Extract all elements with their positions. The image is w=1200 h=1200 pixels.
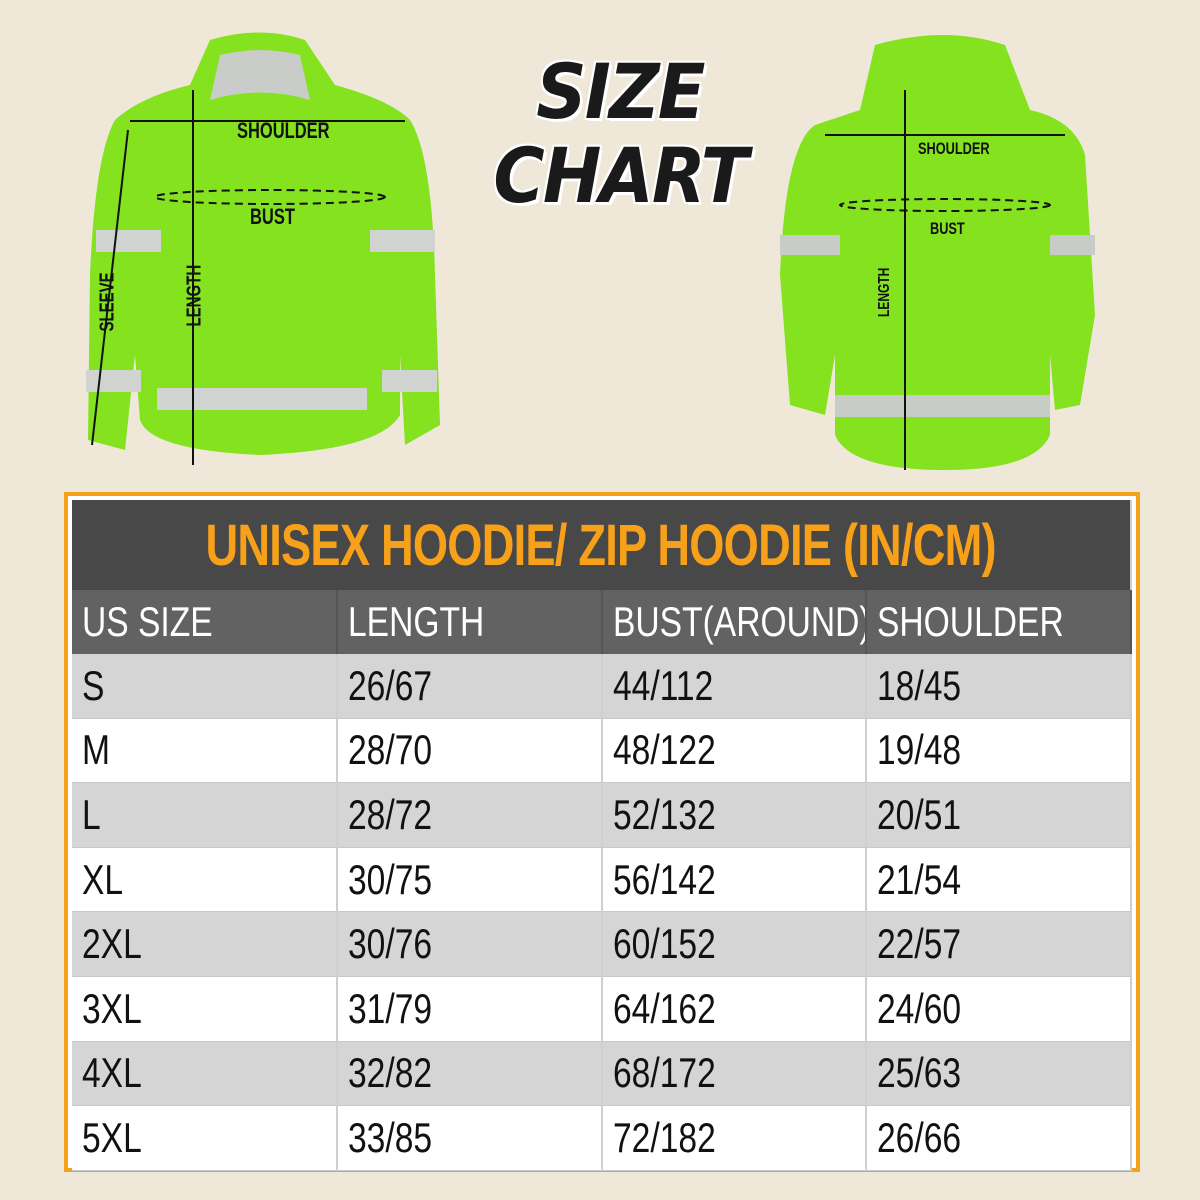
- table-cell-text: 64/162: [612, 984, 716, 1032]
- table-cell-text: XL: [82, 855, 124, 903]
- column-header-text: US SIZE: [82, 598, 213, 645]
- table-cell: 60/152: [601, 911, 868, 977]
- table-cell-text: 18/45: [877, 661, 962, 709]
- table-cell-text: 26/67: [347, 661, 432, 709]
- column-header-text: BUST(AROUND): [612, 598, 867, 645]
- front-bust-label: BUST: [250, 204, 295, 229]
- table-cell-text: 72/182: [612, 1113, 716, 1161]
- back-bust-label: BUST: [930, 219, 965, 238]
- table-cell: 26/66: [866, 1105, 1132, 1171]
- table-cell-text: 32/82: [347, 1049, 432, 1097]
- table-title-text: UNISEX HOODIE/ ZIP HOODIE (IN/CM): [205, 512, 997, 578]
- column-header-text: SHOULDER: [877, 598, 1064, 645]
- table-cell: 44/112: [601, 654, 868, 719]
- heading-line-2: CHART: [493, 131, 748, 220]
- column-header-text: LENGTH: [347, 598, 485, 645]
- table-cell-text: 31/79: [347, 984, 432, 1032]
- table-cell: 18/45: [866, 654, 1132, 719]
- table-cell-text: 68/172: [612, 1049, 716, 1097]
- table-cell-text: 24/60: [877, 984, 962, 1032]
- table-cell: 28/72: [336, 782, 603, 848]
- table-cell: 68/172: [601, 1041, 868, 1107]
- front-shoulder-label: SHOULDER: [237, 118, 330, 143]
- back-shoulder-label: SHOULDER: [918, 139, 990, 158]
- table-cell-text: 30/75: [347, 855, 432, 903]
- table-cell-text: 30/76: [347, 920, 432, 968]
- column-header: SHOULDER: [866, 590, 1132, 654]
- table-row: S 26/67 44/112 18/45: [72, 654, 1132, 719]
- table-cell: 22/57: [866, 911, 1132, 977]
- table-cell-text: L: [82, 790, 101, 838]
- table-cell: 3XL: [72, 976, 338, 1042]
- table-cell: 4XL: [72, 1041, 338, 1107]
- table-cell-text: 19/48: [877, 726, 962, 774]
- table-row: L 28/72 52/132 20/51: [72, 782, 1132, 848]
- table-cell-text: 3XL: [82, 984, 142, 1032]
- table-cell-text: 5XL: [82, 1113, 142, 1161]
- table-cell-text: 52/132: [612, 790, 716, 838]
- table-cell: 20/51: [866, 782, 1132, 848]
- size-table: UNISEX HOODIE/ ZIP HOODIE (IN/CM) US SIZ…: [72, 500, 1132, 1171]
- table-cell-text: 22/57: [877, 920, 962, 968]
- back-length-label: LENGTH: [876, 267, 893, 317]
- table-cell-text: 25/63: [877, 1049, 962, 1097]
- table-cell: 28/70: [336, 718, 603, 784]
- table-cell: L: [72, 782, 338, 848]
- table-cell: 33/85: [336, 1105, 603, 1171]
- front-length-label: LENGTH: [183, 264, 206, 327]
- table-cell: 52/132: [601, 782, 868, 848]
- table-cell-text: 33/85: [347, 1113, 432, 1161]
- column-header: BUST(AROUND): [601, 590, 868, 654]
- table-cell: 25/63: [866, 1041, 1132, 1107]
- table-cell-text: M: [82, 726, 110, 774]
- table-cell-text: 44/112: [612, 661, 713, 709]
- table-cell-text: 26/66: [877, 1113, 962, 1161]
- table-cell: 26/67: [336, 654, 603, 719]
- table-cell-text: 4XL: [82, 1049, 142, 1097]
- table-cell: 72/182: [601, 1105, 868, 1171]
- front-hoodie-image: [86, 32, 440, 465]
- column-header: LENGTH: [336, 590, 603, 654]
- table-cell: 30/76: [336, 911, 603, 977]
- table-cell: 32/82: [336, 1041, 603, 1107]
- size-table-container: UNISEX HOODIE/ ZIP HOODIE (IN/CM) US SIZ…: [64, 492, 1140, 1172]
- table-cell-text: 60/152: [612, 920, 716, 968]
- table-cell: 31/79: [336, 976, 603, 1042]
- back-hoodie-image: [780, 35, 1095, 470]
- table-row: XL 30/75 56/142 21/54: [72, 847, 1132, 913]
- column-header: US SIZE: [72, 590, 338, 654]
- table-cell-text: 48/122: [612, 726, 716, 774]
- table-row: M 28/70 48/122 19/48: [72, 718, 1132, 784]
- table-row: 4XL 32/82 68/172 25/63: [72, 1041, 1132, 1107]
- table-title: UNISEX HOODIE/ ZIP HOODIE (IN/CM): [72, 500, 1132, 590]
- table-cell-text: 2XL: [82, 920, 142, 968]
- table-cell: 64/162: [601, 976, 868, 1042]
- table-row: 5XL 33/85 72/182 26/66: [72, 1105, 1132, 1171]
- size-chart-heading: SIZE CHART: [482, 50, 758, 218]
- table-cell-text: 21/54: [877, 855, 962, 903]
- table-cell: S: [72, 654, 338, 719]
- table-cell: M: [72, 718, 338, 784]
- table-cell-text: 20/51: [877, 790, 962, 838]
- table-cell-text: 28/72: [347, 790, 432, 838]
- front-sleeve-label: SLEEVE: [96, 272, 119, 332]
- table-cell: 2XL: [72, 911, 338, 977]
- table-cell-text: S: [82, 661, 105, 709]
- table-cell: 56/142: [601, 847, 868, 913]
- table-cell: 30/75: [336, 847, 603, 913]
- table-header-row: US SIZE LENGTH BUST(AROUND) SHOULDER: [72, 590, 1132, 654]
- table-cell: 21/54: [866, 847, 1132, 913]
- heading-line-1: SIZE: [536, 47, 705, 136]
- table-cell: 19/48: [866, 718, 1132, 784]
- table-cell-text: 28/70: [347, 726, 432, 774]
- table-cell-text: 56/142: [612, 855, 716, 903]
- table-cell: 48/122: [601, 718, 868, 784]
- table-row: 2XL 30/76 60/152 22/57: [72, 911, 1132, 977]
- table-cell: 5XL: [72, 1105, 338, 1171]
- table-cell: 24/60: [866, 976, 1132, 1042]
- table-row: 3XL 31/79 64/162 24/60: [72, 976, 1132, 1042]
- table-cell: XL: [72, 847, 338, 913]
